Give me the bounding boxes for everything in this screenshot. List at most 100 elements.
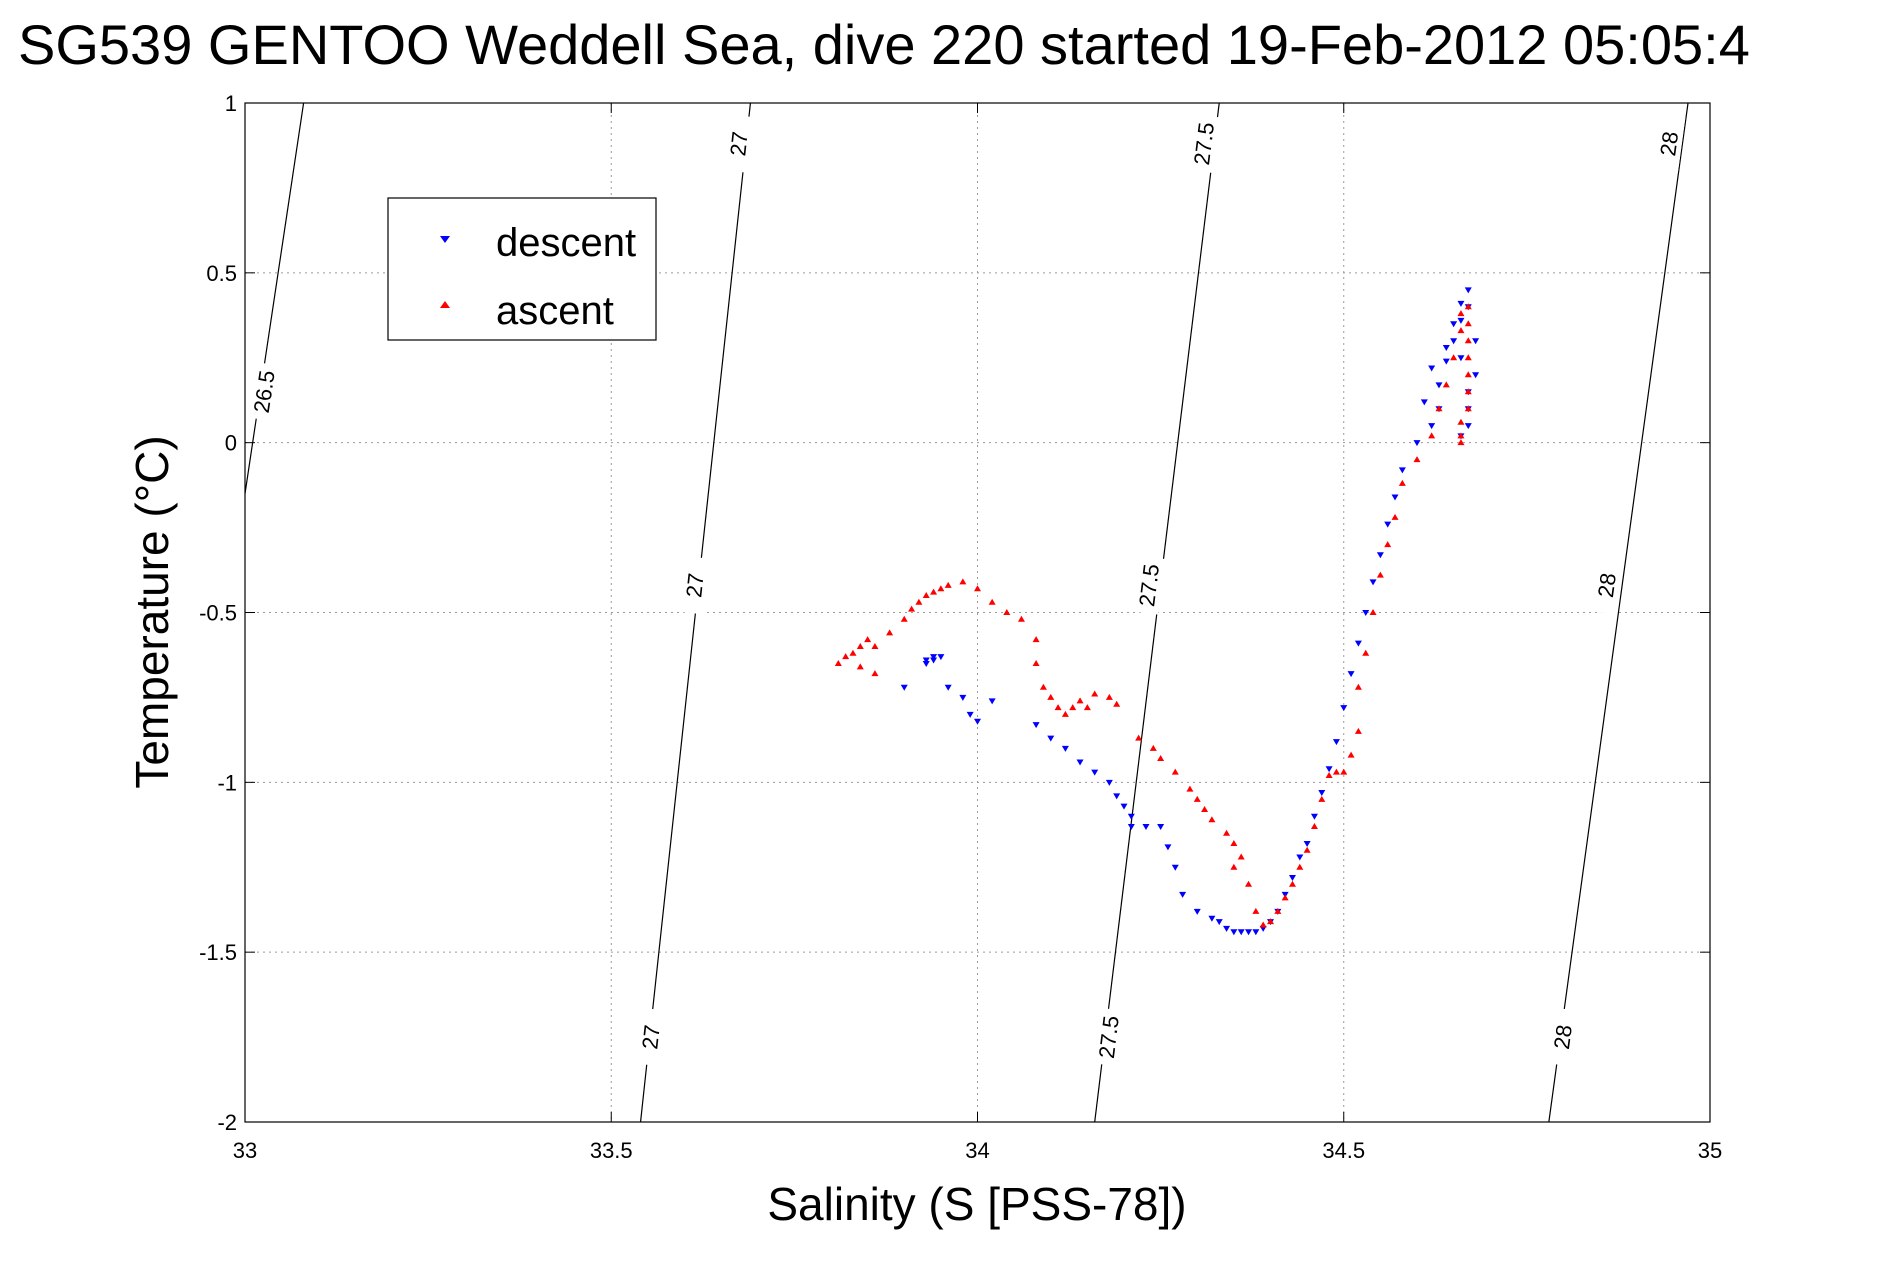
data-point-ascent bbox=[900, 615, 908, 622]
data-point-ascent bbox=[842, 653, 850, 660]
x-tick-label: 35 bbox=[1698, 1138, 1722, 1163]
data-point-descent bbox=[1164, 844, 1172, 851]
data-point-ascent bbox=[1457, 327, 1465, 334]
data-point-ascent bbox=[1039, 683, 1047, 690]
x-tick-label: 34.5 bbox=[1322, 1138, 1365, 1163]
legend-box bbox=[387, 197, 657, 341]
data-point-descent bbox=[1032, 722, 1040, 729]
data-point-ascent bbox=[1457, 432, 1465, 439]
data-point-ascent bbox=[1362, 649, 1370, 656]
data-point-descent bbox=[1450, 321, 1458, 328]
data-point-descent bbox=[1127, 823, 1135, 830]
data-point-ascent bbox=[1384, 541, 1392, 548]
data-point-descent bbox=[1171, 864, 1179, 871]
data-point-ascent bbox=[1017, 615, 1025, 622]
contour-label: 27 bbox=[637, 1024, 664, 1051]
data-point-ascent bbox=[1369, 609, 1377, 615]
data-point-descent bbox=[1332, 739, 1340, 746]
data-point-descent bbox=[1113, 793, 1121, 800]
contour-label-bg bbox=[1134, 556, 1165, 615]
contour-label-bg bbox=[1094, 1007, 1125, 1067]
data-point-descent bbox=[922, 657, 930, 664]
data-point-ascent bbox=[1237, 853, 1245, 860]
data-point-ascent bbox=[1252, 907, 1260, 914]
data-point-ascent bbox=[871, 670, 879, 677]
data-point-ascent bbox=[1288, 880, 1296, 887]
x-tick-label: 33.5 bbox=[590, 1138, 633, 1163]
contour-label: 28 bbox=[1549, 1023, 1577, 1051]
data-point-descent bbox=[966, 711, 974, 718]
data-point-ascent bbox=[1310, 822, 1318, 829]
data-point-descent bbox=[1472, 338, 1480, 345]
legend-marker-descent bbox=[440, 236, 450, 243]
x-axis-label: Salinity (S [PSS-78]) bbox=[767, 1178, 1186, 1230]
axis-ticks: 33 33.5 34 34.5 35 1 0.5 0 -0.5 -1 -1.5 -2 bbox=[199, 91, 1722, 1163]
data-point-ascent bbox=[1340, 768, 1348, 775]
data-point-ascent bbox=[864, 636, 872, 643]
data-point-descent bbox=[1245, 929, 1253, 936]
contour-label-bg bbox=[1654, 114, 1686, 174]
density-contour-line bbox=[1548, 102, 1689, 1123]
data-point-ascent bbox=[1318, 795, 1326, 802]
data-point-ascent bbox=[908, 605, 916, 612]
data-point-ascent bbox=[1457, 418, 1465, 425]
data-point-ascent bbox=[1267, 918, 1274, 925]
data-point-ascent bbox=[1347, 751, 1355, 758]
data-point-ascent bbox=[1332, 768, 1340, 775]
data-point-ascent bbox=[1076, 697, 1084, 704]
data-point-ascent bbox=[834, 659, 842, 666]
data-point-descent bbox=[1157, 823, 1165, 830]
data-point-ascent bbox=[1047, 693, 1055, 700]
data-point-descent bbox=[1325, 766, 1333, 773]
data-point-ascent bbox=[1032, 636, 1040, 643]
contour-label: 27 bbox=[725, 130, 752, 157]
data-point-ascent bbox=[849, 649, 857, 656]
y-tick-label: -1 bbox=[217, 770, 237, 795]
data-point-ascent bbox=[886, 629, 894, 636]
data-point-descent bbox=[930, 654, 938, 661]
legend: descent ascent bbox=[387, 197, 657, 341]
data-point-descent bbox=[1208, 915, 1216, 922]
data-point-ascent bbox=[1113, 700, 1121, 707]
data-point-ascent bbox=[1391, 513, 1399, 520]
contour-label: 27 bbox=[681, 572, 708, 599]
data-point-ascent bbox=[1186, 785, 1194, 792]
data-point-ascent bbox=[1376, 571, 1384, 578]
data-point-ascent bbox=[1105, 693, 1113, 700]
data-point-descent bbox=[937, 654, 945, 661]
data-point-descent bbox=[1464, 423, 1472, 430]
data-point-ascent bbox=[922, 592, 930, 599]
data-point-descent bbox=[1362, 610, 1370, 616]
data-point-descent bbox=[1450, 338, 1458, 345]
data-point-ascent bbox=[1171, 768, 1179, 775]
contour-label-bg bbox=[248, 362, 281, 422]
data-point-ascent bbox=[1464, 303, 1472, 310]
data-point-ascent bbox=[1032, 659, 1040, 666]
data-point-descent bbox=[1076, 759, 1084, 766]
data-point-descent bbox=[1303, 840, 1311, 847]
data-point-ascent bbox=[1457, 439, 1465, 446]
data-point-ascent bbox=[856, 663, 864, 670]
data-point-descent bbox=[1223, 925, 1231, 932]
data-point-ascent bbox=[1230, 839, 1238, 846]
data-point-ascent bbox=[1274, 907, 1282, 914]
data-point-ascent bbox=[1157, 755, 1165, 762]
data-point-descent bbox=[959, 694, 967, 701]
data-point-ascent bbox=[974, 585, 981, 592]
data-point-descent bbox=[1091, 769, 1099, 776]
data-point-descent bbox=[1457, 300, 1465, 307]
series-ascent bbox=[834, 303, 1472, 928]
data-point-descent bbox=[1369, 579, 1377, 586]
data-point-descent bbox=[1318, 790, 1326, 797]
data-point-descent bbox=[1215, 919, 1223, 926]
data-point-ascent bbox=[1223, 829, 1231, 836]
data-point-ascent bbox=[1398, 479, 1406, 486]
y-tick-label: -0.5 bbox=[199, 601, 237, 626]
data-point-descent bbox=[1442, 345, 1450, 352]
data-point-ascent bbox=[1296, 863, 1304, 870]
data-point-ascent bbox=[1259, 921, 1267, 928]
data-point-descent bbox=[1252, 929, 1260, 936]
data-point-ascent bbox=[1054, 704, 1062, 711]
data-point-descent bbox=[1237, 929, 1245, 936]
x-tick-label: 34 bbox=[965, 1138, 989, 1163]
